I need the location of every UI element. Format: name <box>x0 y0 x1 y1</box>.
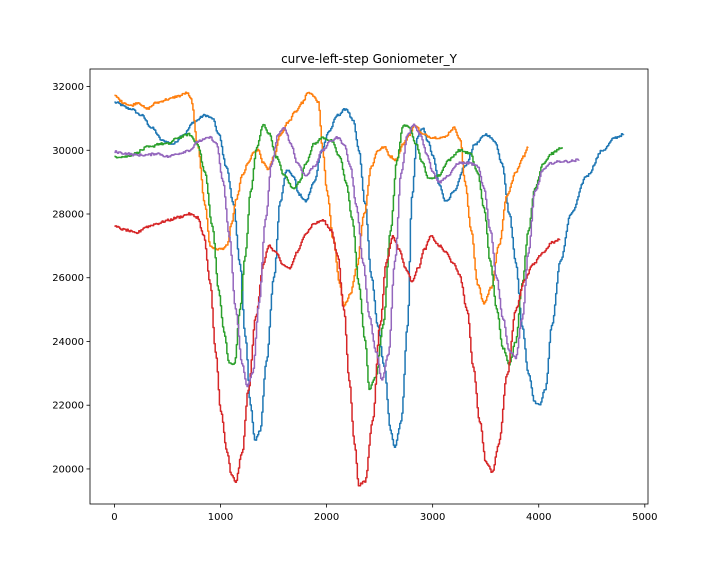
y-tick-label: 28000 <box>52 210 84 221</box>
series-line-2 <box>114 91 529 307</box>
x-tick-label: 1000 <box>208 512 233 523</box>
series-layer <box>114 91 625 487</box>
x-tick-label: 2000 <box>314 512 339 523</box>
series-line-4 <box>114 212 561 487</box>
x-tick-label: 3000 <box>420 512 445 523</box>
plot-frame <box>89 68 649 505</box>
x-tick-label: 0 <box>111 512 117 523</box>
y-tick-label: 22000 <box>52 401 84 412</box>
y-tick-label: 20000 <box>52 464 84 475</box>
x-tick-label: 4000 <box>526 512 551 523</box>
y-tick-label: 30000 <box>52 146 84 157</box>
y-tick-label: 24000 <box>52 337 84 348</box>
chart-title: curve-left-step Goniometer_Y <box>281 52 458 66</box>
series-line-3 <box>114 123 563 391</box>
y-tick-label: 32000 <box>52 82 84 93</box>
y-tick-label: 26000 <box>52 273 84 284</box>
series-line-5 <box>114 123 580 388</box>
series-line-1 <box>114 101 625 448</box>
x-tick-label: 5000 <box>632 512 657 523</box>
axis-layer: 0 1000 2000 3000 4000 5000 20000 22000 24000 2600… <box>52 68 658 523</box>
